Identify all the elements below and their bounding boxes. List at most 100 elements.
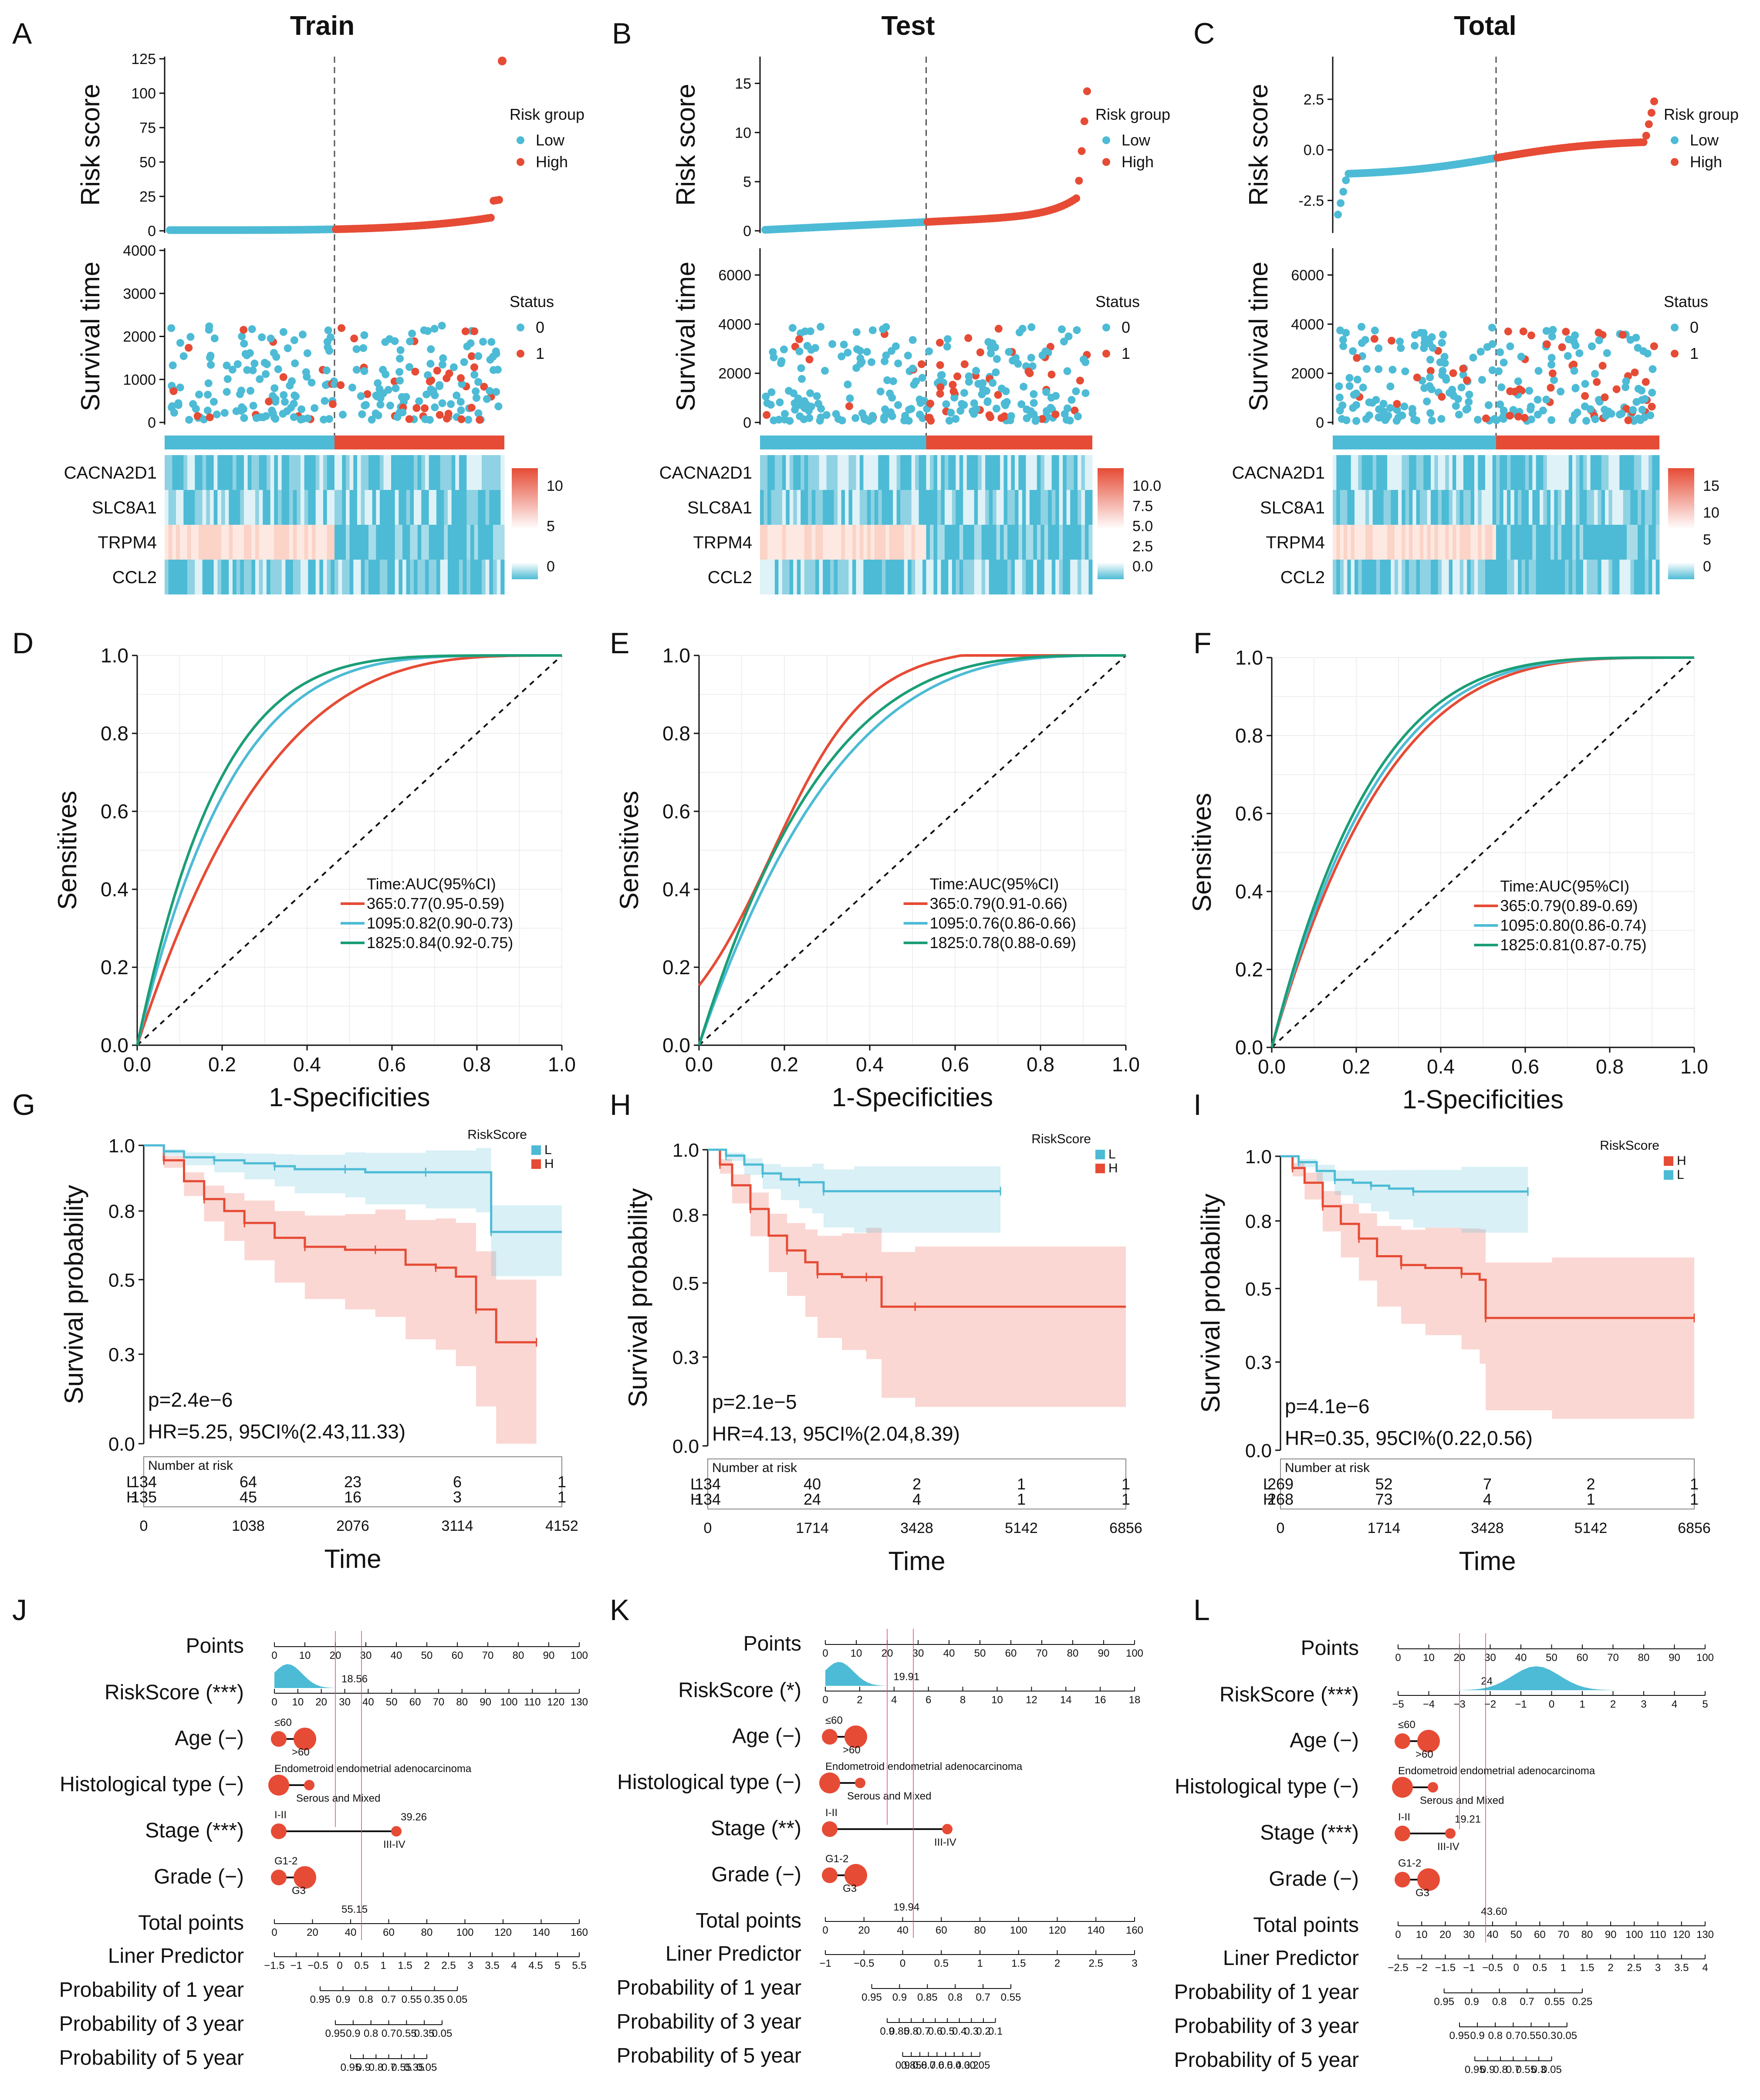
nomogram-tick-label: 0.3 — [1531, 2064, 1546, 2076]
survival-point — [352, 345, 361, 353]
heatmap-cell — [882, 560, 886, 594]
heatmap-cell — [944, 490, 949, 525]
survival-point — [439, 354, 447, 362]
heatmap-cell — [365, 490, 369, 525]
y-axis-label: Survival probability — [59, 1185, 88, 1405]
heatmap-cell — [1507, 525, 1511, 560]
x-axis-label: Time — [324, 1544, 381, 1573]
heatmap-cell — [878, 455, 882, 490]
heatmap-cell — [1536, 455, 1540, 490]
x-tick-label: 0.6 — [941, 1053, 969, 1076]
survival-point — [1015, 328, 1024, 337]
heatmap-cell — [1655, 490, 1660, 525]
heatmap-cell — [172, 490, 176, 525]
heatmap-cell — [1478, 560, 1482, 594]
heatmap-cell — [1470, 560, 1475, 594]
nomogram-tick-label: 60 — [452, 1650, 463, 1661]
heatmap-cell — [482, 560, 486, 594]
survival-point — [1601, 405, 1609, 414]
heatmap-cell — [1481, 525, 1486, 560]
colorbar-tick-label: 2.5 — [1132, 538, 1153, 555]
survival-point — [1446, 388, 1454, 397]
risk-count-high: 24 — [804, 1490, 821, 1508]
heatmap-cell — [221, 455, 226, 490]
heatmap-cell — [1583, 455, 1587, 490]
survival-point — [1079, 355, 1088, 364]
survival-point — [846, 394, 854, 402]
nomogram-tick-label: −1.5 — [1435, 1962, 1456, 1974]
survival-point — [189, 400, 197, 408]
survival-point — [247, 387, 255, 395]
risk-table-title: Number at risk — [148, 1459, 233, 1473]
heatmap-cell — [1565, 455, 1569, 490]
y-axis-label: Risk score — [671, 84, 700, 206]
heatmap-cell — [933, 455, 938, 490]
p-value: p=4.1e−6 — [1285, 1395, 1369, 1418]
heatmap-cell — [1336, 525, 1341, 560]
heatmap-cell — [1489, 525, 1493, 560]
survival-point — [405, 363, 413, 371]
heatmap-cell — [1557, 455, 1562, 490]
group-bar-low — [165, 436, 334, 449]
heatmap-cell — [1470, 525, 1475, 560]
heatmap-cell — [889, 525, 893, 560]
heatmap-cell — [451, 525, 456, 560]
heatmap-cell — [451, 560, 456, 594]
survival-point — [1641, 395, 1649, 403]
nomogram-tick-label: 30 — [912, 1648, 924, 1659]
heatmap-cell — [466, 490, 471, 525]
risk-count-low: 23 — [344, 1473, 361, 1491]
survival-point — [357, 392, 365, 400]
colorbar-tick-label: 10 — [1703, 505, 1719, 521]
heatmap-cell — [929, 560, 934, 594]
heatmap-cell — [966, 455, 971, 490]
survival-point — [457, 406, 465, 415]
nomogram-tick-label: 3.5 — [1674, 1962, 1689, 1974]
legend-status1-marker — [517, 350, 524, 358]
heatmap-cell — [221, 560, 226, 594]
heatmap-cell — [801, 455, 805, 490]
heatmap-cell — [834, 525, 838, 560]
nomogram-tick-label: 0.4 — [952, 2026, 966, 2037]
heatmap-cell — [915, 560, 919, 594]
heatmap-cell — [963, 490, 967, 525]
level-point — [294, 1866, 316, 1889]
heatmap-cell — [497, 490, 501, 525]
survival-point — [1030, 399, 1038, 407]
heatmap-cell — [966, 490, 971, 525]
survival-point — [179, 352, 188, 360]
nomogram-tick-label: 40 — [943, 1648, 955, 1659]
heatmap-cell — [1507, 560, 1511, 594]
heatmap-cell — [774, 455, 779, 490]
survival-point — [879, 325, 887, 333]
heatmap-cell — [1434, 525, 1439, 560]
y-axis-label: Survival probability — [1196, 1194, 1225, 1413]
heatmap-cell — [1547, 525, 1551, 560]
heatmap-cell — [497, 525, 501, 560]
heatmap-cell — [1398, 560, 1402, 594]
survival-point — [480, 382, 488, 391]
survival-point — [1588, 342, 1596, 351]
survival-point — [889, 377, 897, 385]
heatmap-cell — [1022, 560, 1026, 594]
heatmap-cell — [1601, 455, 1605, 490]
heatmap-cell — [841, 560, 845, 594]
heatmap-cell — [417, 455, 422, 490]
heatmap-cell — [1405, 490, 1409, 525]
heatmap-cell — [908, 560, 912, 594]
heatmap-cell — [1423, 525, 1428, 560]
nomogram-tick-label: 0.05 — [417, 2062, 437, 2073]
heatmap-cell — [233, 560, 237, 594]
survival-point — [1020, 382, 1028, 391]
heatmap-cell — [1627, 525, 1631, 560]
survival-point — [851, 414, 860, 422]
level-point — [1428, 1782, 1438, 1793]
heatmap-cell — [1066, 560, 1071, 594]
risk-score-point — [1080, 117, 1088, 125]
heatmap-cell — [176, 560, 180, 594]
colorbar-tick-label: 10 — [547, 478, 563, 494]
heatmap-cell — [1394, 560, 1399, 594]
group-bar-high — [1496, 436, 1659, 449]
nomogram-tick-label: 5.5 — [572, 1960, 586, 1972]
heatmap-cell — [767, 490, 771, 525]
